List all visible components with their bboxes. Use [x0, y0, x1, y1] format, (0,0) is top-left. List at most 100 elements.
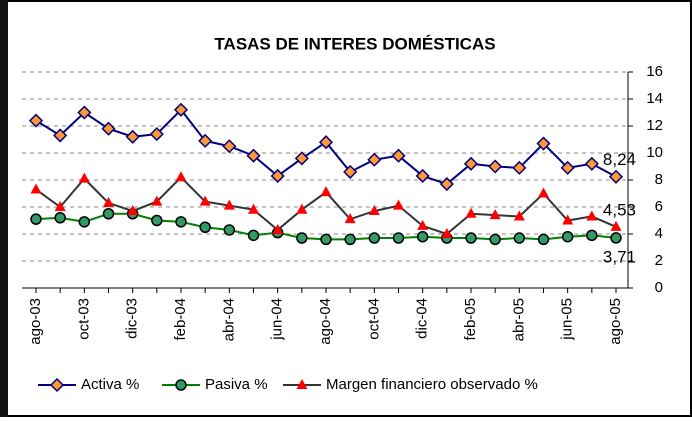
marker: [54, 201, 66, 211]
marker: [296, 232, 308, 244]
x-tick-label: feb-05: [462, 298, 479, 341]
marker: [586, 210, 598, 221]
marker: [561, 230, 574, 243]
marker: [538, 187, 549, 198]
marker: [610, 232, 622, 244]
marker: [441, 228, 453, 238]
marker: [49, 377, 65, 393]
data-label: 8,24: [603, 150, 636, 169]
marker: [175, 216, 187, 228]
marker: [439, 176, 454, 192]
marker: [28, 113, 44, 128]
marker: [512, 160, 527, 175]
marker: [465, 232, 477, 244]
x-tick-label: ago-04: [317, 298, 334, 345]
x-tick-label: feb-04: [172, 298, 189, 341]
y-tick-label: 4: [655, 225, 663, 242]
marker: [368, 232, 381, 244]
marker: [415, 168, 430, 184]
x-tick-label: oct-04: [365, 298, 382, 340]
y-tick-label: 16: [646, 63, 663, 80]
y-tick-label: 8: [655, 171, 663, 188]
marker: [320, 233, 332, 246]
marker: [270, 168, 285, 184]
marker: [78, 172, 90, 183]
data-label: 3,71: [603, 247, 636, 266]
marker: [536, 136, 551, 151]
marker: [367, 152, 382, 167]
marker: [198, 133, 213, 148]
marker: [465, 207, 477, 218]
marker: [199, 195, 211, 206]
x-tick-label: dic-04: [414, 298, 431, 339]
data-label: 4,53: [603, 200, 636, 219]
marker: [344, 233, 356, 246]
marker: [320, 186, 332, 197]
marker: [318, 135, 334, 150]
marker: [125, 129, 140, 144]
marker: [608, 169, 624, 184]
marker: [30, 183, 42, 194]
marker: [247, 229, 260, 242]
marker: [489, 233, 501, 246]
left-edge: [0, 0, 8, 417]
y-tick-label: 6: [655, 198, 663, 215]
x-tick-label: oct-03: [75, 298, 92, 340]
marker: [175, 379, 187, 391]
marker: [223, 199, 235, 210]
marker: [246, 148, 261, 163]
marker: [175, 171, 187, 182]
marker: [560, 160, 575, 175]
marker: [368, 205, 380, 216]
x-tick-label: ago-05: [607, 298, 624, 345]
marker: [272, 223, 284, 234]
marker: [248, 203, 259, 214]
marker: [391, 148, 406, 163]
legend-label: Activa %: [81, 376, 139, 393]
marker: [173, 102, 189, 117]
marker: [296, 379, 308, 389]
legend-label: Pasiva %: [205, 376, 268, 393]
marker: [102, 208, 115, 220]
marker: [488, 159, 503, 174]
marker: [294, 151, 309, 166]
marker: [78, 216, 91, 228]
marker: [562, 214, 574, 225]
marker: [151, 195, 163, 206]
marker: [222, 139, 237, 154]
marker: [149, 127, 164, 142]
marker: [151, 214, 163, 227]
marker: [416, 230, 429, 243]
marker: [103, 196, 114, 207]
marker: [54, 212, 66, 224]
marker: [489, 209, 501, 220]
marker: [344, 213, 356, 224]
marker: [343, 164, 358, 179]
x-tick-label: jun-04: [269, 298, 286, 341]
y-tick-label: 12: [646, 117, 663, 134]
marker: [586, 229, 598, 242]
marker: [77, 105, 92, 120]
marker: [584, 156, 599, 171]
marker: [513, 210, 525, 221]
marker: [127, 205, 139, 216]
x-tick-label: dic-03: [124, 298, 141, 339]
y-tick-label: 2: [655, 252, 663, 269]
chart-title: TASAS DE INTERES DOMÉSTICAS: [214, 34, 495, 53]
y-tick-label: 0: [655, 279, 663, 296]
x-tick-label: abr-05: [510, 298, 527, 341]
marker: [223, 224, 236, 236]
marker: [392, 232, 405, 244]
x-tick-label: abr-04: [220, 298, 237, 341]
x-tick-label: ago-03: [27, 298, 44, 345]
marker: [537, 233, 550, 246]
marker: [53, 128, 68, 143]
marker: [101, 121, 116, 136]
marker: [610, 220, 622, 231]
legend-label: Margen financiero observado %: [326, 376, 538, 393]
marker: [30, 213, 42, 225]
y-tick-label: 10: [646, 144, 663, 161]
